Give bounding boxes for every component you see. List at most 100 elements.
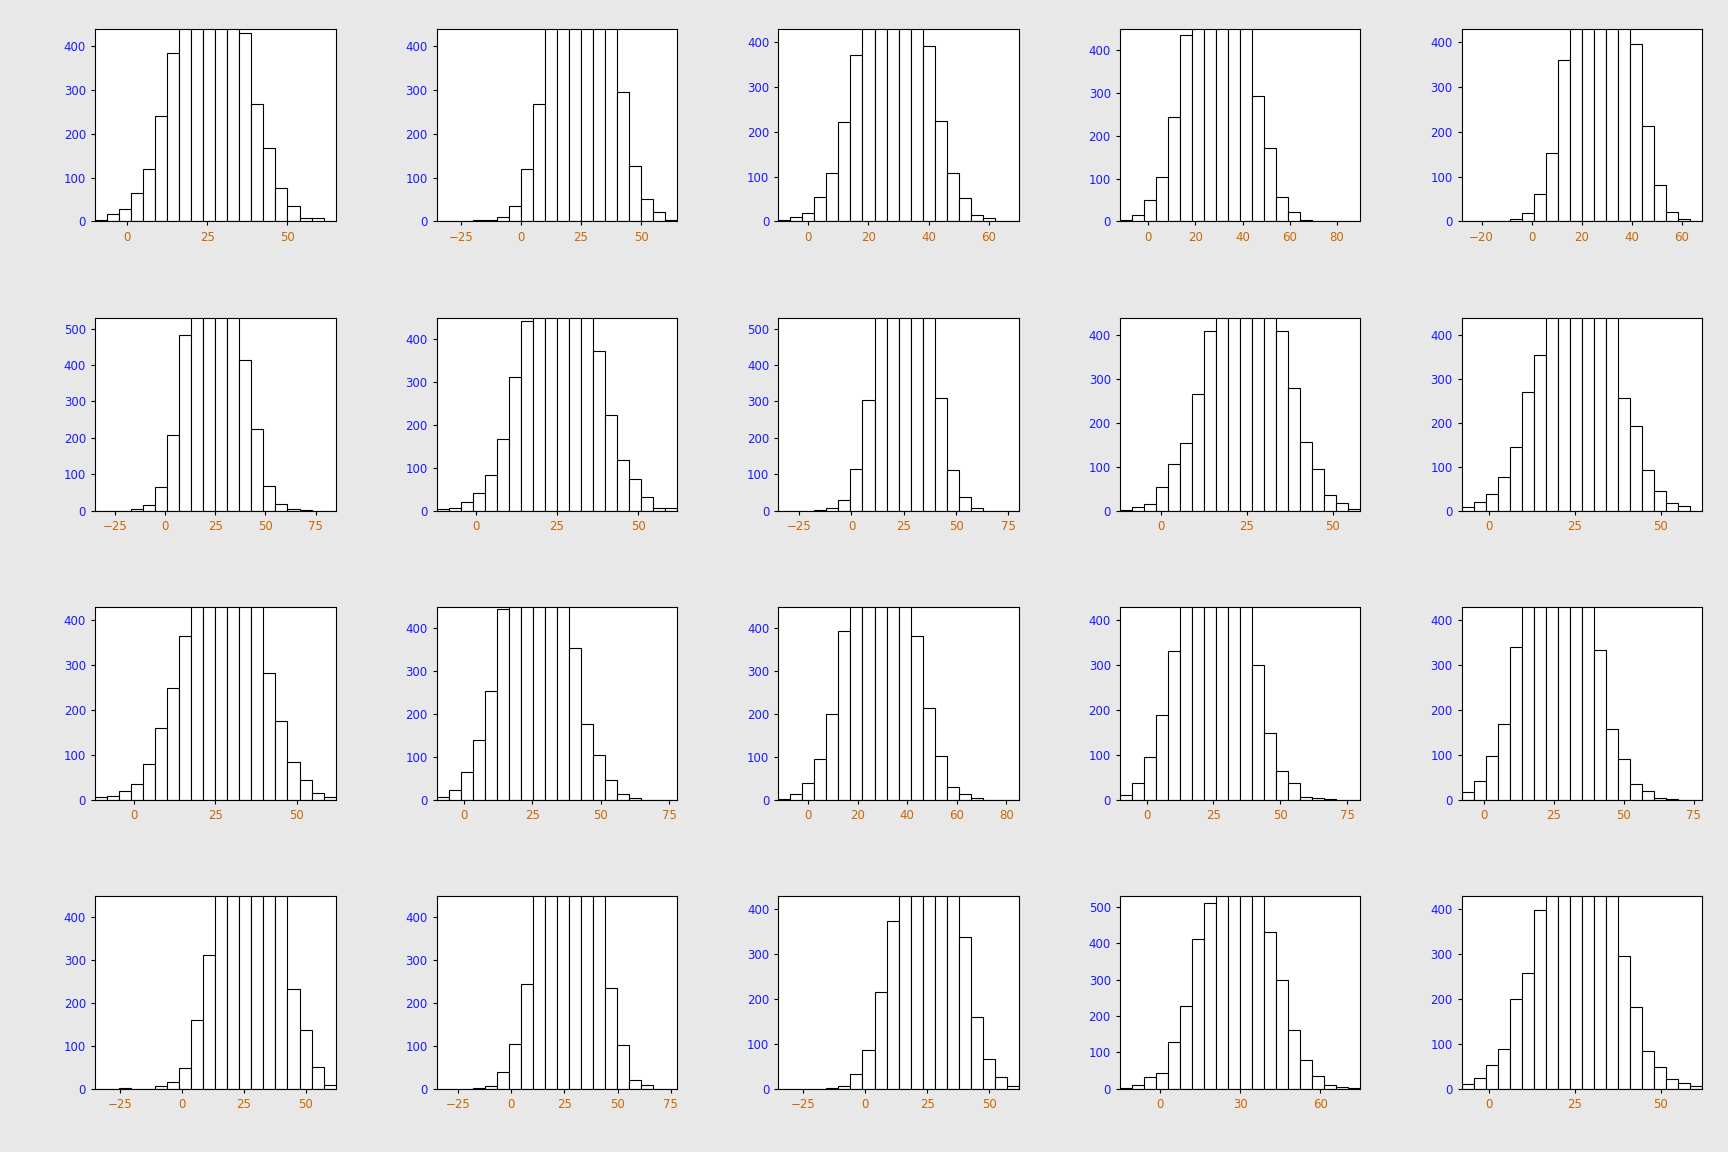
Bar xyxy=(947,173,959,221)
Bar xyxy=(1498,1048,1510,1089)
Bar xyxy=(1593,877,1605,1089)
Bar xyxy=(862,0,874,221)
Bar xyxy=(1557,228,1569,510)
Bar xyxy=(1132,214,1144,221)
Bar xyxy=(629,166,641,221)
Bar xyxy=(1547,153,1557,221)
Bar xyxy=(1241,588,1253,799)
Bar xyxy=(508,1044,520,1089)
Bar xyxy=(1289,783,1299,799)
Bar xyxy=(641,199,653,221)
Bar xyxy=(653,508,665,510)
Bar xyxy=(947,470,959,510)
Bar xyxy=(496,217,508,221)
Bar xyxy=(1581,0,1593,221)
Bar xyxy=(1654,491,1666,510)
Bar xyxy=(838,122,850,221)
Bar xyxy=(605,988,617,1089)
Bar xyxy=(911,177,923,510)
Bar xyxy=(911,725,923,1089)
Bar xyxy=(532,478,544,799)
Bar xyxy=(1581,604,1593,799)
Bar xyxy=(569,688,581,1089)
Bar xyxy=(216,871,228,1089)
Bar xyxy=(874,287,886,510)
Bar xyxy=(275,188,287,221)
Bar xyxy=(1547,856,1557,1089)
Bar xyxy=(1299,441,1312,510)
Bar xyxy=(1265,147,1277,221)
Bar xyxy=(1229,0,1241,221)
Bar xyxy=(1474,781,1486,799)
Bar xyxy=(874,445,886,799)
Bar xyxy=(251,429,263,510)
Bar xyxy=(1498,477,1510,510)
Bar xyxy=(923,689,935,1089)
Bar xyxy=(287,509,299,510)
Bar xyxy=(1324,494,1336,510)
Bar xyxy=(923,287,935,510)
Bar xyxy=(1642,791,1654,799)
Bar xyxy=(593,0,605,221)
Bar xyxy=(569,0,581,221)
Bar xyxy=(971,798,983,799)
Bar xyxy=(1241,838,1253,1089)
Bar xyxy=(1666,1079,1678,1089)
Bar xyxy=(1557,473,1569,799)
Bar xyxy=(581,723,593,799)
Bar xyxy=(581,805,593,1089)
Bar xyxy=(1253,96,1265,221)
Bar xyxy=(1156,715,1168,799)
Bar xyxy=(1192,394,1204,510)
Bar xyxy=(204,0,216,221)
Bar xyxy=(814,759,826,799)
Bar xyxy=(299,780,311,799)
Bar xyxy=(192,235,204,510)
Bar xyxy=(1581,233,1593,510)
Bar xyxy=(995,1077,1007,1089)
Bar xyxy=(143,505,156,510)
Bar xyxy=(1324,1085,1336,1089)
Bar xyxy=(1120,220,1132,221)
Bar xyxy=(461,502,473,510)
Bar xyxy=(874,992,886,1089)
Bar xyxy=(617,1045,629,1089)
Bar xyxy=(251,605,263,799)
Bar xyxy=(544,226,556,510)
Bar xyxy=(1666,212,1678,221)
Bar xyxy=(1312,798,1324,799)
Bar xyxy=(228,503,240,799)
Bar xyxy=(544,26,556,221)
Bar xyxy=(802,783,814,799)
Bar xyxy=(1132,508,1144,510)
Bar xyxy=(935,756,947,799)
Bar xyxy=(1617,0,1630,221)
Bar xyxy=(1605,896,1617,1089)
Bar xyxy=(1498,725,1510,799)
Bar xyxy=(1299,1060,1312,1089)
Bar xyxy=(263,803,275,1089)
Bar xyxy=(971,1017,983,1089)
Bar xyxy=(437,797,449,799)
Bar xyxy=(461,772,473,799)
Bar xyxy=(1690,1085,1702,1089)
Bar xyxy=(180,1068,192,1089)
Bar xyxy=(508,206,520,221)
Bar xyxy=(850,55,862,221)
Bar xyxy=(486,1086,498,1089)
Bar xyxy=(240,564,251,799)
Bar xyxy=(838,1086,850,1089)
Bar xyxy=(1510,647,1522,799)
Bar xyxy=(886,922,899,1089)
Bar xyxy=(1593,0,1605,221)
Bar xyxy=(156,1086,168,1089)
Bar xyxy=(802,213,814,221)
Bar xyxy=(1156,177,1168,221)
Bar xyxy=(228,0,240,221)
Bar xyxy=(486,220,496,221)
Bar xyxy=(216,152,228,510)
Bar xyxy=(180,636,192,799)
Bar xyxy=(1630,426,1642,510)
Bar xyxy=(180,335,192,510)
Bar xyxy=(240,361,251,510)
